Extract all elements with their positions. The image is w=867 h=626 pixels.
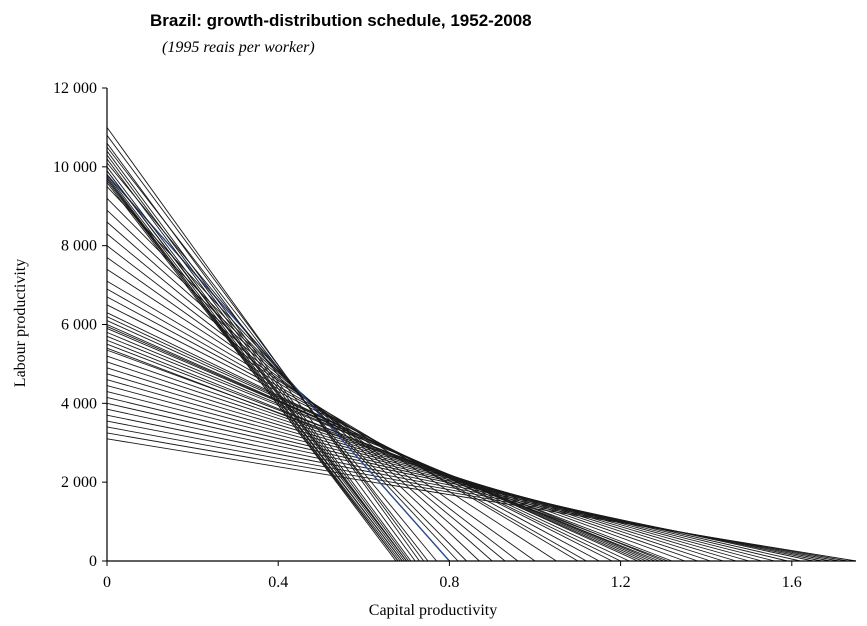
series-line-49: [106, 347, 668, 562]
series-line-38: [106, 154, 410, 562]
x-axis-label: Capital productivity: [369, 602, 497, 619]
series-lines: [106, 127, 857, 562]
series-line-34: [106, 135, 425, 562]
series-line-57: [106, 288, 587, 562]
series-line-46: [106, 176, 399, 562]
series-line-5: [106, 414, 822, 562]
y-tick-label: 10 000: [53, 159, 97, 176]
series-line-47: [106, 178, 397, 562]
y-axis-label: Labour productivity: [12, 259, 29, 387]
series-line-43: [106, 178, 403, 562]
series-line-14: [106, 361, 711, 562]
series-line-7: [106, 402, 801, 562]
series-line-53: [106, 326, 647, 562]
series-line-32: [106, 162, 437, 562]
chart-title: Brazil: growth-distribution schedule, 19…: [150, 11, 532, 30]
x-ticks: 0 0.4 0.8 1.2 1.6: [103, 561, 802, 591]
series-line-48: [106, 170, 407, 562]
series-line-36: [106, 142, 416, 562]
series-line-37: [106, 150, 412, 562]
series-line-22: [106, 280, 579, 562]
y-tick-label: 6 000: [61, 317, 97, 334]
x-tick-label: 1.6: [782, 574, 802, 591]
y-tick-label: 12 000: [53, 80, 97, 97]
y-ticks: 0 2 000 4 000 6 000 8 000 10 000 12 000: [53, 80, 107, 570]
series-line-23: [106, 268, 557, 562]
series-line-56: [106, 304, 613, 562]
y-tick-label: 0: [89, 553, 97, 570]
x-tick-label: 1.2: [611, 574, 631, 591]
series-line-3: [106, 426, 839, 562]
x-tick-label: 0.8: [439, 574, 459, 591]
series-line-10: [106, 385, 762, 562]
y-tick-label: 4 000: [61, 395, 97, 412]
series-line-55: [106, 316, 630, 562]
y-tick-label: 8 000: [61, 238, 97, 255]
x-tick-label: 0: [103, 574, 111, 591]
series-line-39: [106, 158, 407, 562]
y-tick-label: 2 000: [61, 474, 97, 491]
series-line-6: [106, 408, 814, 562]
chart-subtitle: (1995 reais per worker): [162, 39, 315, 56]
series-line-51: [106, 331, 656, 562]
x-tick-label: 0.4: [268, 574, 288, 591]
series-line-35: [106, 127, 420, 562]
